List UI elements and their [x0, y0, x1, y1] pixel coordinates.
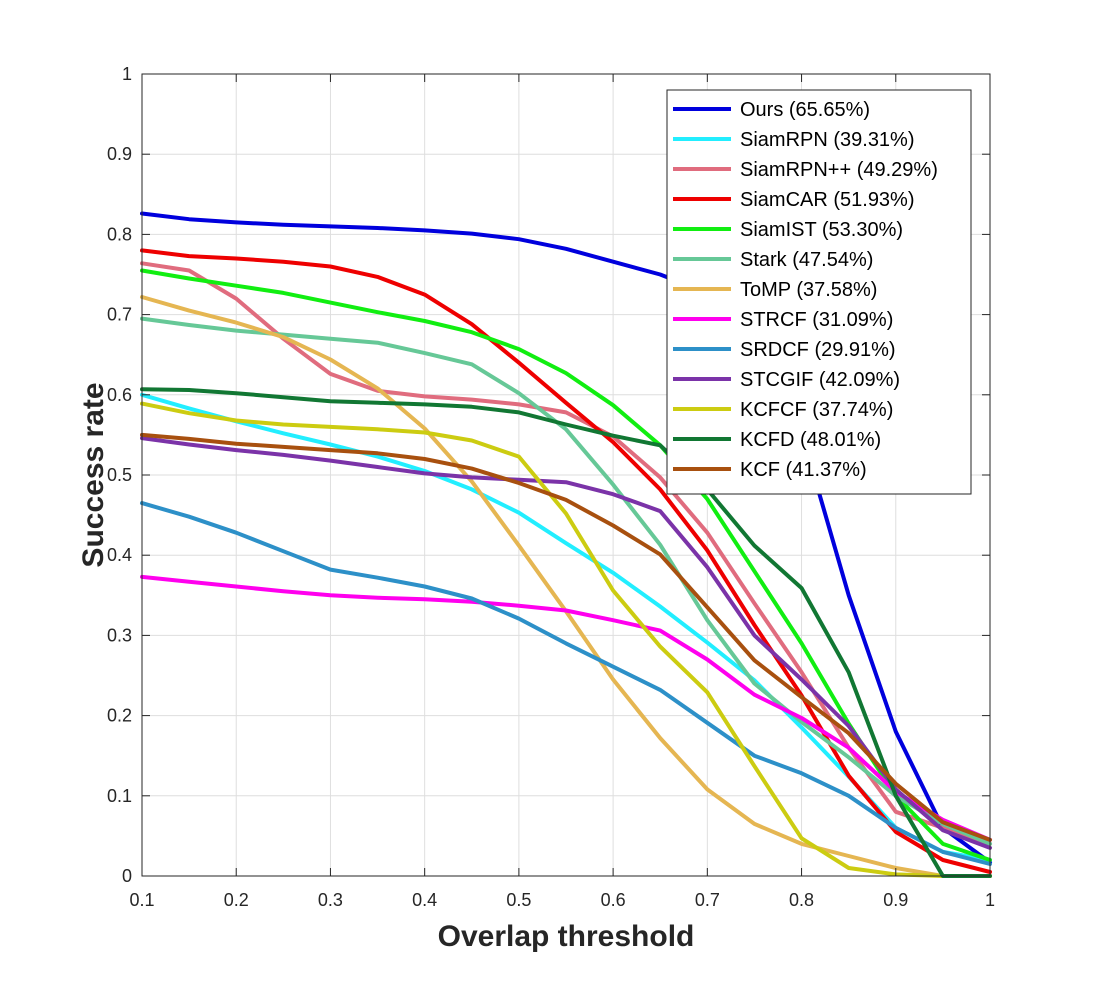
legend-label: SRDCF (29.91%) — [740, 339, 896, 361]
series-line-8 — [140, 501, 992, 866]
x-tick-label: 0.9 — [883, 890, 908, 910]
legend-label: KCFCF (37.74%) — [740, 399, 893, 421]
y-tick-label: 0.3 — [107, 625, 132, 645]
legend-box — [666, 89, 972, 495]
x-tick-label: 0.6 — [601, 890, 626, 910]
y-tick-label: 0.6 — [107, 385, 132, 405]
series-line-12 — [140, 432, 992, 842]
x-tick-label: 0.1 — [129, 890, 154, 910]
x-tick-label: 0.7 — [695, 890, 720, 910]
legend-label: SiamRPN++ (49.29%) — [740, 159, 938, 181]
y-tick-label: 0.4 — [107, 545, 132, 565]
series-line-9 — [140, 436, 992, 850]
x-axis-label: Overlap threshold — [438, 920, 695, 953]
legend-label: KCFD (48.01%) — [740, 429, 881, 451]
y-tick-label: 1 — [122, 64, 132, 84]
series-line-7 — [140, 574, 992, 842]
y-tick-label: 0.9 — [107, 144, 132, 164]
legend-label: KCF (41.37%) — [740, 459, 867, 481]
x-tick-label: 0.3 — [318, 890, 343, 910]
legend-label: ToMP (37.58%) — [740, 279, 877, 301]
y-tick-label: 0.8 — [107, 224, 132, 244]
series-line-10 — [140, 401, 992, 878]
legend-label: STCGIF (42.09%) — [740, 369, 900, 391]
series-line-3 — [140, 248, 992, 874]
series-line-11 — [140, 387, 992, 878]
series-line-5 — [140, 316, 992, 846]
y-axis-label: Success rate — [77, 382, 110, 567]
y-tick-label: 0.2 — [107, 706, 132, 726]
y-tick-label: 0.5 — [107, 465, 132, 485]
legend: Ours (65.65%) SiamRPN (39.31%) SiamRPN++ (… — [666, 89, 972, 495]
x-tick-label: 1 — [985, 890, 995, 910]
series-line-0 — [140, 211, 992, 865]
x-tick-label: 0.8 — [789, 890, 814, 910]
x-tick-label: 0.2 — [224, 890, 249, 910]
x-tick-label: 0.4 — [412, 890, 437, 910]
legend-label: STRCF (31.09%) — [740, 309, 893, 331]
series-lines — [140, 211, 992, 878]
x-tick-label: 0.5 — [506, 890, 531, 910]
legend-label: Stark (47.54%) — [740, 249, 873, 271]
y-tick-label: 0 — [122, 866, 132, 886]
legend-label: SiamIST (53.30%) — [740, 219, 903, 241]
legend-label: SiamCAR (51.93%) — [740, 189, 915, 211]
legend-label: Ours (65.65%) — [740, 99, 870, 121]
axis-ticks: 0.1 0.2 0.3 0.4 0.5 0.6 0.7 0.8 0.9 1 0 0.1 0.2 0.3 0.… — [107, 64, 995, 910]
legend-label: SiamRPN (39.31%) — [740, 129, 915, 151]
y-tick-label: 0.7 — [107, 305, 132, 325]
y-tick-label: 0.1 — [107, 786, 132, 806]
